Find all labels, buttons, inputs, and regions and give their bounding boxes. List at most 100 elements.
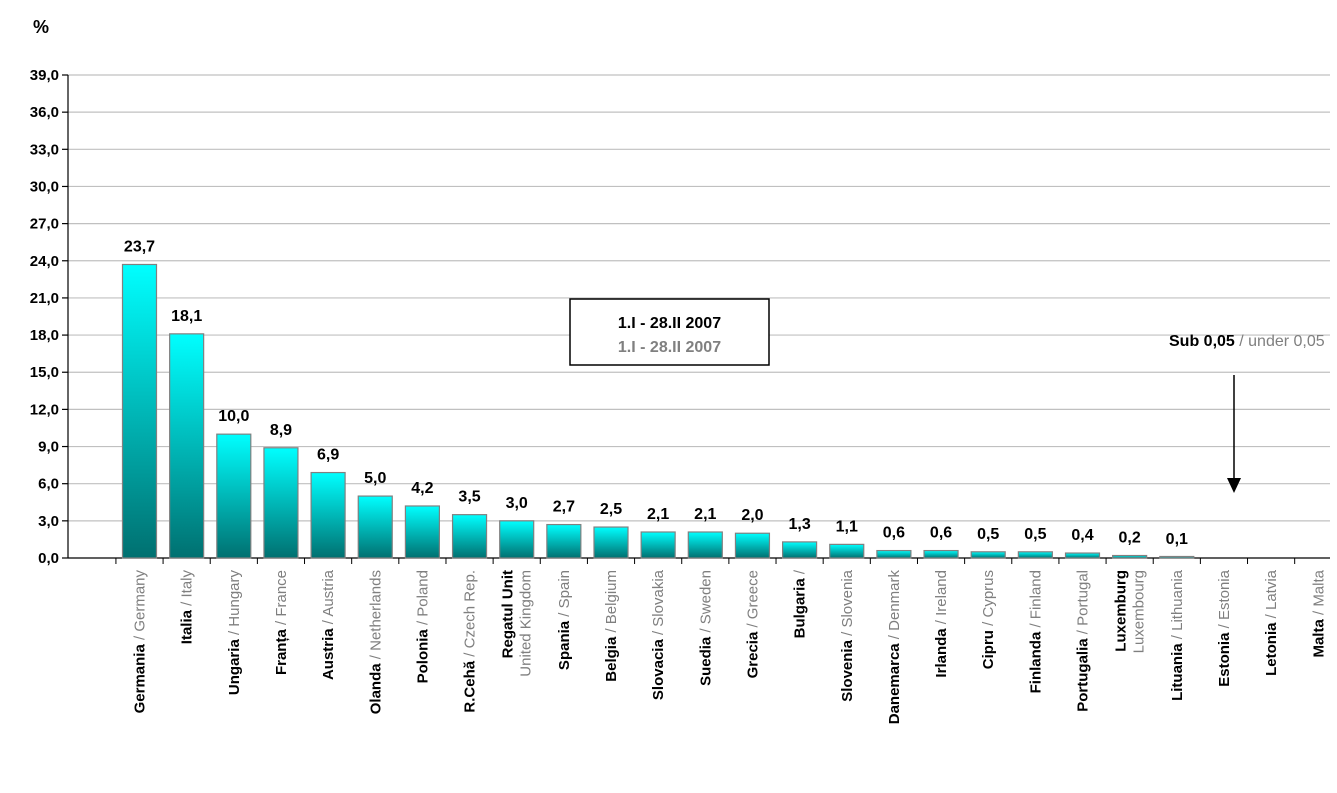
bar xyxy=(451,514,488,559)
legend-line-en: 1.I - 28.II 2007 xyxy=(618,339,721,356)
x-category-text: Lituania / Lithuania xyxy=(1169,569,1186,701)
legend-box xyxy=(569,298,770,366)
x-category-label: Germania / Germany xyxy=(132,570,149,714)
data-label: 2,1 xyxy=(694,506,716,523)
x-category-text: Austria / Austria xyxy=(320,569,337,680)
x-category-label: Malta / Malta xyxy=(1310,569,1327,657)
value-labels: 23,7 18,1 10,0 8,9 6,9 5,0 4,2 3,5 3,0 2,7 2,5 2,1 2… xyxy=(124,238,1188,547)
data-label: 23,7 xyxy=(124,238,155,255)
x-category-en: / Poland xyxy=(414,570,431,629)
x-category-label: Italia / Italy xyxy=(179,570,196,645)
bar xyxy=(734,532,771,559)
x-category-ro: Slovacia xyxy=(650,639,667,701)
x-category-ro: Spania xyxy=(556,620,573,670)
y-tick-label: 15,0 xyxy=(30,364,59,381)
x-category-en: United Kingdom xyxy=(518,570,535,677)
y-tick-label: 18,0 xyxy=(30,327,59,344)
x-category-text: Suedia / Sweden xyxy=(697,570,714,686)
x-category-en: / Czech Rep. xyxy=(462,570,479,661)
x-category-text: Slovenia / Slovenia xyxy=(839,569,856,701)
bar xyxy=(1017,551,1053,559)
y-tick-label: 21,0 xyxy=(30,290,59,307)
x-category-ro: Danemarca xyxy=(886,643,903,725)
x-category-label: Slovacia / Slovakia xyxy=(650,569,667,700)
x-category-en: / Estonia xyxy=(1216,569,1233,632)
bar xyxy=(1159,555,1195,559)
x-category-text: Olanda / Netherlands xyxy=(367,570,384,714)
x-category-ro: Olanda xyxy=(367,663,384,715)
x-category-ro: Cipru xyxy=(980,630,997,669)
x-category-en: / Finland xyxy=(1027,570,1044,632)
y-tick-label: 9,0 xyxy=(38,439,59,456)
x-category-label: Regatul Unit United Kingdom xyxy=(500,570,535,677)
data-label: 18,1 xyxy=(171,308,202,325)
data-label: 0,6 xyxy=(883,525,905,542)
x-category-ro: Polonia xyxy=(414,629,431,684)
data-label: 10,0 xyxy=(218,408,249,425)
x-category-text: Bulgaria / xyxy=(792,569,809,638)
x-category-text: Portugalia / Portugal xyxy=(1075,570,1092,712)
x-category-label: Grecia / Greece xyxy=(744,570,761,678)
x-category-en: / France xyxy=(273,570,290,629)
x-category-ro: Grecia xyxy=(744,631,761,678)
x-category-label: Estonia / Estonia xyxy=(1216,569,1233,686)
x-category-en: / Malta xyxy=(1310,569,1327,619)
data-label: 0,5 xyxy=(1024,526,1046,543)
data-label: 0,2 xyxy=(1119,530,1141,547)
x-category-en: / Denmark xyxy=(886,570,903,644)
y-tick-label: 12,0 xyxy=(30,401,59,418)
note-ro: Sub 0,05 xyxy=(1169,333,1235,350)
x-category-label: Olanda / Netherlands xyxy=(367,570,384,714)
x-category-text: Letonia / Latvia xyxy=(1263,569,1280,676)
x-category-en: / Hungary xyxy=(226,570,243,640)
x-category-label: Franța / France xyxy=(273,570,290,675)
x-category-ro: Luxemburg xyxy=(1113,570,1130,652)
bar xyxy=(593,526,629,559)
y-tick-label: 24,0 xyxy=(30,253,59,270)
x-category-en: / Lithuania xyxy=(1169,569,1186,643)
x-category-text: Danemarca / Denmark xyxy=(886,570,903,725)
x-category-label: Belgia / Belgium xyxy=(603,570,620,682)
bar xyxy=(121,263,158,559)
bar xyxy=(876,549,912,559)
bar xyxy=(781,541,818,559)
x-category-label: Polonia / Poland xyxy=(414,570,431,683)
x-category-label: Bulgaria / xyxy=(792,569,809,638)
x-category-en: / Italy xyxy=(179,570,196,611)
x-category-en: Luxembourg xyxy=(1131,570,1148,653)
bar xyxy=(687,531,723,559)
x-category-en: / Cyprus xyxy=(980,570,997,630)
data-label: 0,4 xyxy=(1071,527,1093,544)
x-category-label: Irlanda / Ireland xyxy=(933,570,950,678)
note-arrow-head xyxy=(1227,478,1241,493)
x-category-ro: Ungaria xyxy=(226,639,243,696)
y-tick-label: 30,0 xyxy=(30,178,59,195)
x-category-ro: Italia xyxy=(179,609,196,644)
x-category-en: / Slovenia xyxy=(839,569,856,640)
bar xyxy=(357,495,393,559)
bar xyxy=(1112,554,1148,559)
bar xyxy=(169,333,205,559)
x-category-label: Cipru / Cyprus xyxy=(980,570,997,669)
data-label: 2,0 xyxy=(741,507,763,524)
y-tick-label: 0,0 xyxy=(38,550,59,567)
data-label: 1,1 xyxy=(836,518,858,535)
x-category-ro: R.Cehă xyxy=(462,660,479,712)
x-category-text: Franța / France xyxy=(273,570,290,675)
x-category-ro: Portugalia xyxy=(1075,638,1092,712)
x-category-text: Spania / Spain xyxy=(556,570,573,670)
x-category-ro: Suedia xyxy=(697,636,714,686)
x-category-en: / Ireland xyxy=(933,570,950,628)
x-category-en: / Sweden xyxy=(697,570,714,637)
data-label: 3,5 xyxy=(458,489,480,506)
x-category-label: Spania / Spain xyxy=(556,570,573,670)
bar xyxy=(1064,552,1101,559)
note-sep: / xyxy=(1235,333,1248,350)
legend: 1.I - 28.II 2007 1.I - 28.II 2007 xyxy=(569,298,770,366)
data-label: 0,5 xyxy=(977,526,999,543)
y-tick-label: 33,0 xyxy=(30,141,59,158)
x-category-ro: Slovenia xyxy=(839,639,856,701)
x-category-text: Ungaria / Hungary xyxy=(226,570,243,696)
data-label: 2,5 xyxy=(600,501,622,518)
